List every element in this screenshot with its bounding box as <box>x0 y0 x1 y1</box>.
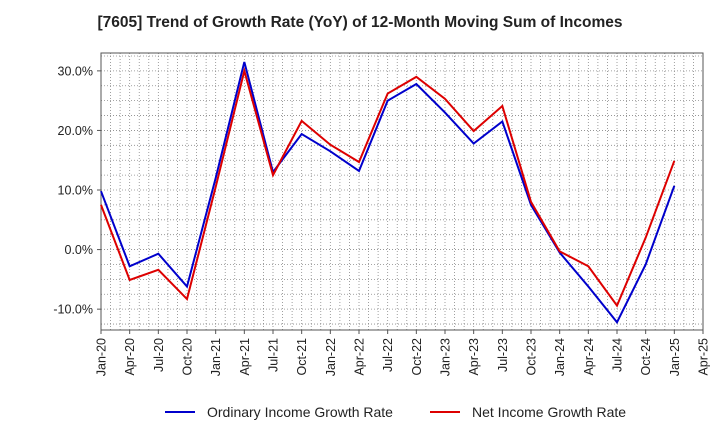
x-tick-label: Jan-23 <box>439 338 453 376</box>
x-tick-label: Oct-21 <box>295 338 309 376</box>
axis-layer: 30.0% 20.0% 10.0% 0.0% -10.0% Jan-20 Apr-20 Jul… <box>53 52 711 376</box>
legend-label-net: Net Income Growth Rate <box>472 404 627 420</box>
series-line-net-income <box>100 66 676 308</box>
x-tick-label: Oct-20 <box>181 338 195 376</box>
x-tick-label: Jul-24 <box>611 338 625 372</box>
y-tick-label: 20.0% <box>58 124 93 138</box>
x-tick-label: Jul-20 <box>152 338 166 372</box>
x-tick-label: Jul-21 <box>267 338 281 372</box>
x-tick-label: Apr-22 <box>353 338 367 376</box>
legend-swatch-ordinary <box>165 411 195 413</box>
y-tick-label: -10.0% <box>53 303 93 317</box>
x-tick-label: Apr-20 <box>123 338 137 376</box>
x-tick-label: Jul-22 <box>381 338 395 372</box>
plot-area <box>101 53 703 330</box>
x-tick-label: Apr-24 <box>582 338 596 376</box>
y-tick-label: 10.0% <box>58 184 93 198</box>
x-tick-label: Jan-21 <box>209 338 223 376</box>
legend-item-net: Net Income Growth Rate <box>430 404 626 420</box>
x-tick-label: Oct-22 <box>410 338 424 376</box>
x-tick-label: Jan-20 <box>95 338 109 376</box>
x-tick-label: Jan-25 <box>668 338 682 376</box>
legend-item-ordinary: Ordinary Income Growth Rate <box>165 404 393 420</box>
legend: Ordinary Income Growth Rate Net Income G… <box>0 404 720 424</box>
x-tick-label: Jan-24 <box>553 338 567 376</box>
y-tick-label: 0.0% <box>65 243 94 257</box>
series-line-ordinary-income <box>100 61 676 325</box>
series-layer <box>100 61 676 325</box>
x-tick-label: Oct-24 <box>639 338 653 376</box>
grid-layer <box>100 53 704 330</box>
x-tick-label: Apr-21 <box>238 338 252 376</box>
chart-title: [7605] Trend of Growth Rate (YoY) of 12-… <box>97 14 623 31</box>
x-tick-label: Apr-23 <box>467 338 481 376</box>
y-tick-label: 30.0% <box>58 64 93 78</box>
legend-swatch-net <box>430 411 460 413</box>
legend-label-ordinary: Ordinary Income Growth Rate <box>207 404 393 420</box>
x-tick-label: Oct-23 <box>525 338 539 376</box>
x-tick-label: Jul-23 <box>496 338 510 372</box>
x-tick-label: Jan-22 <box>324 338 338 376</box>
x-tick-label: Apr-25 <box>697 338 711 376</box>
